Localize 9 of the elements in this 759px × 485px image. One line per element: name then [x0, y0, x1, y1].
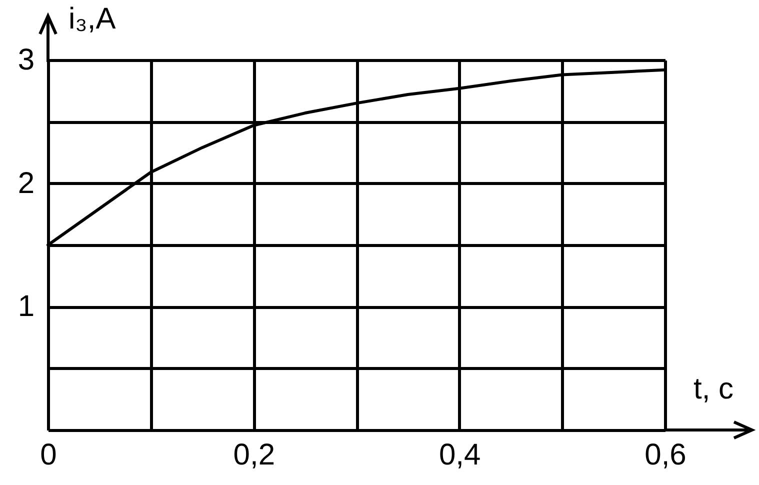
x-axis-title: t, с: [694, 372, 734, 406]
x-tick-label: 0: [40, 438, 57, 472]
y-tick-label: 3: [18, 44, 34, 76]
y-tick-label: 2: [18, 166, 34, 200]
y-tick-label: 1: [18, 290, 34, 324]
x-tick-label: 0,6: [644, 438, 686, 472]
x-tick-label: 0,4: [438, 438, 481, 472]
y-axis-title: i₃,A: [68, 2, 116, 36]
x-tick-label: 0,2: [233, 438, 276, 472]
